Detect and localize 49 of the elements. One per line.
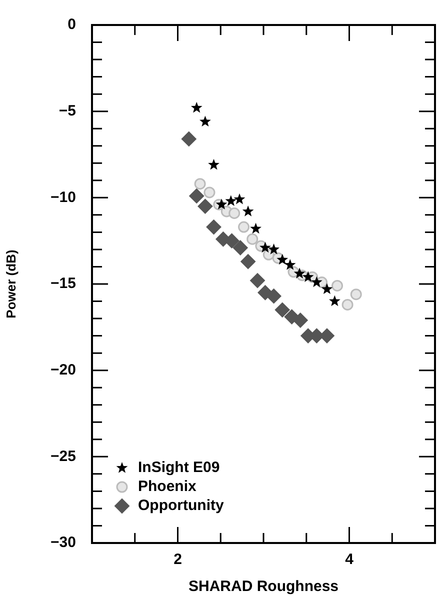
- point: [225, 195, 237, 206]
- point: [250, 273, 265, 288]
- point: [194, 178, 206, 190]
- y-tick-label: −10: [50, 188, 76, 206]
- point: [208, 158, 220, 170]
- point: [232, 240, 248, 256]
- point: [190, 102, 202, 113]
- legend-label: Phoenix: [138, 478, 197, 496]
- point: [350, 288, 362, 300]
- point: [321, 283, 333, 294]
- y-tick-label: −5: [58, 102, 76, 120]
- point: [204, 186, 216, 198]
- point: [216, 198, 228, 210]
- point: [310, 276, 322, 288]
- y-axis-title: Power (dB): [3, 250, 18, 318]
- point: [228, 207, 240, 219]
- point: [260, 242, 271, 253]
- x-tick-label: 4: [345, 551, 354, 568]
- point: [274, 302, 290, 318]
- point: [250, 222, 262, 234]
- point: [198, 198, 213, 214]
- point: [266, 288, 282, 304]
- point: [284, 259, 296, 270]
- y-tick-label: −25: [50, 448, 76, 465]
- point: [276, 254, 288, 265]
- point: [238, 221, 250, 233]
- x-axis-title: SHARAD Roughness: [188, 578, 339, 596]
- point: [246, 233, 258, 245]
- point: [302, 271, 314, 282]
- point: [234, 193, 246, 204]
- point: [331, 280, 343, 292]
- point: [199, 116, 211, 127]
- point: [242, 205, 254, 216]
- legend-label: InSight E09: [138, 459, 220, 476]
- point: [189, 188, 204, 204]
- y-tick-label: −20: [50, 361, 76, 378]
- point: [206, 220, 222, 235]
- point: [292, 312, 308, 328]
- point: [342, 298, 354, 310]
- x-tick-label: 2: [174, 551, 182, 568]
- point: [328, 295, 340, 306]
- point: [240, 254, 256, 270]
- point: [181, 131, 196, 146]
- y-tick-label: −30: [50, 534, 76, 552]
- legend-label: Opportunity: [138, 497, 224, 514]
- point: [294, 268, 306, 278]
- point: [268, 243, 280, 254]
- y-tick-label: −15: [50, 275, 76, 292]
- y-tick-label: 0: [68, 16, 76, 34]
